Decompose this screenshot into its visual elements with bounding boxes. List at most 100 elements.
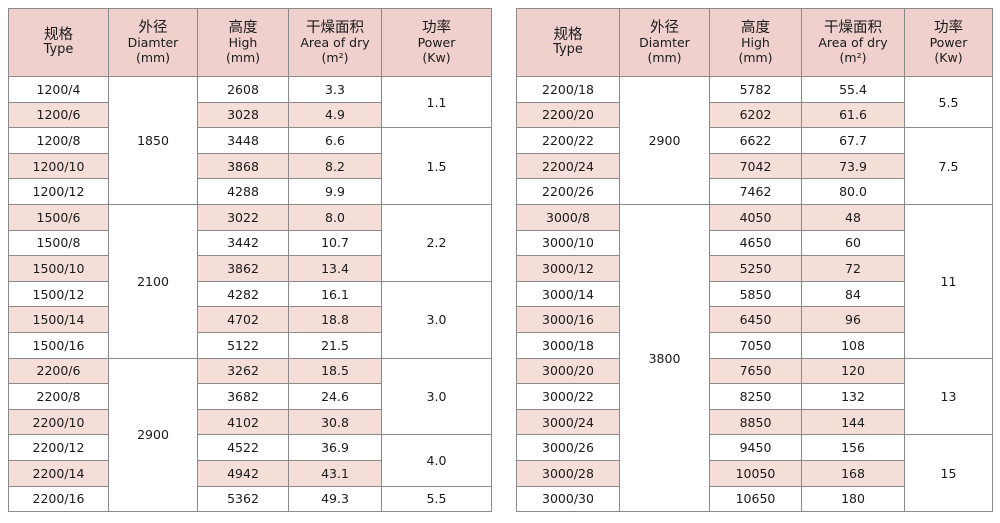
high-cell: 3262 — [197, 357, 289, 385]
power-cell: 15 — [904, 434, 993, 513]
diameter-cell: 1850 — [108, 76, 198, 205]
power-cell: 7.5 — [904, 127, 993, 205]
header-high: 高度 High (mm) — [197, 8, 289, 77]
table-row: 1200/4 1850 2608 3.3 1.1 — [8, 75, 492, 205]
table-row: 2200/16 5362 49.3 5.5 — [8, 485, 492, 513]
header-diameter: 外径 Diamter (mm) — [619, 8, 710, 77]
header-area: 干燥面积 Area of dry (m²) — [288, 8, 382, 77]
high-cell: 3682 — [197, 383, 289, 410]
area-cell: 48 — [801, 203, 905, 231]
header-type: 规格 Type — [8, 8, 109, 77]
diameter-cell: 2100 — [108, 203, 198, 359]
type-cell: 1500/12 — [8, 280, 109, 308]
area-cell: 8.0 — [288, 203, 382, 231]
table-row: 2200/10 4102 30.8 — [8, 408, 492, 436]
type-cell: 1500/8 — [8, 229, 109, 257]
area-cell: 30.8 — [288, 408, 382, 436]
table-row: 1500/10 3862 13.4 — [8, 255, 492, 282]
area-cell: 55.4 — [801, 76, 905, 103]
high-cell: 6202 — [709, 101, 802, 129]
power-cell: 4.0 — [381, 434, 492, 487]
type-cell: 1200/6 — [8, 101, 109, 129]
table-row: 1200/8 3448 6.6 1.5 — [8, 127, 492, 205]
type-cell: 3000/16 — [516, 306, 620, 333]
high-cell: 3442 — [197, 229, 289, 257]
high-cell: 10650 — [709, 485, 802, 513]
area-cell: 16.1 — [288, 280, 382, 308]
type-cell: 1200/4 — [8, 76, 109, 103]
area-cell: 36.9 — [288, 434, 382, 461]
power-cell: 2.2 — [381, 203, 492, 282]
table-row: 3000/16 6450 96 — [516, 306, 993, 333]
table-row: 3000/10 4650 60 — [516, 229, 993, 257]
high-cell: 9450 — [709, 434, 802, 461]
area-cell: 61.6 — [801, 101, 905, 129]
high-cell: 5362 — [197, 485, 289, 513]
type-cell: 3000/28 — [516, 459, 620, 487]
table-body: 1200/4 1850 2608 3.3 1.1 1200/6 3028 4.9 1200/8 3… — [8, 75, 492, 513]
area-cell: 67.7 — [801, 127, 905, 154]
header-diameter: 外径 Diamter (mm) — [108, 8, 198, 77]
type-cell: 3000/8 — [516, 203, 620, 231]
table-row: 1200/6 3028 4.9 — [8, 101, 492, 129]
table-row: 2200/8 3682 24.6 — [8, 383, 492, 410]
type-cell: 1500/16 — [8, 331, 109, 359]
type-cell: 3000/10 — [516, 229, 620, 257]
type-cell: 2200/18 — [516, 76, 620, 103]
high-cell: 3022 — [197, 203, 289, 231]
area-cell: 180 — [801, 485, 905, 513]
type-cell: 3000/24 — [516, 408, 620, 436]
type-cell: 2200/8 — [8, 383, 109, 410]
high-cell: 6622 — [709, 127, 802, 154]
power-cell: 1.1 — [381, 75, 492, 129]
high-cell: 4702 — [197, 306, 289, 333]
high-cell: 3868 — [197, 152, 289, 180]
type-cell: 3000/18 — [516, 331, 620, 359]
area-cell: 43.1 — [288, 459, 382, 487]
table-row: 3000/26 9450 156 15 — [516, 434, 993, 513]
type-cell: 2200/26 — [516, 178, 620, 205]
table-row: 1200/10 3868 8.2 — [8, 152, 492, 180]
area-cell: 156 — [801, 434, 905, 461]
area-cell: 21.5 — [288, 331, 382, 359]
high-cell: 4102 — [197, 408, 289, 436]
type-cell: 3000/14 — [516, 280, 620, 308]
type-cell: 3000/12 — [516, 255, 620, 282]
table-row: 3000/22 8250 132 — [516, 383, 993, 410]
table-row: 3000/28 10050 168 — [516, 459, 993, 487]
type-cell: 1200/8 — [8, 127, 109, 154]
high-cell: 4282 — [197, 280, 289, 308]
high-cell: 6450 — [709, 306, 802, 333]
type-cell: 2200/16 — [8, 485, 109, 513]
type-cell: 2200/14 — [8, 459, 109, 487]
type-cell: 1500/10 — [8, 255, 109, 282]
area-cell: 24.6 — [288, 383, 382, 410]
table-row: 1500/16 5122 21.5 — [8, 331, 492, 359]
type-cell: 1200/10 — [8, 152, 109, 180]
area-cell: 9.9 — [288, 178, 382, 205]
table-row: 3000/8 3800 4050 48 11 — [516, 203, 993, 513]
type-cell: 2200/22 — [516, 127, 620, 154]
power-cell: 11 — [904, 203, 993, 359]
high-cell: 4942 — [197, 459, 289, 487]
area-cell: 8.2 — [288, 152, 382, 180]
area-cell: 18.8 — [288, 306, 382, 333]
type-cell: 2200/6 — [8, 357, 109, 385]
high-cell: 3448 — [197, 127, 289, 154]
high-cell: 5250 — [709, 255, 802, 282]
type-cell: 3000/20 — [516, 357, 620, 385]
power-cell: 1.5 — [381, 127, 492, 205]
high-cell: 4522 — [197, 434, 289, 461]
area-cell: 132 — [801, 383, 905, 410]
table-row: 3000/18 7050 108 — [516, 331, 993, 359]
area-cell: 168 — [801, 459, 905, 487]
area-cell: 84 — [801, 280, 905, 308]
table-row: 1500/6 2100 3022 8.0 2.2 — [8, 203, 492, 359]
high-cell: 7042 — [709, 152, 802, 180]
area-cell: 72 — [801, 255, 905, 282]
type-cell: 3000/30 — [516, 485, 620, 513]
header-power: 功率 Power (Kw) — [381, 8, 492, 77]
high-cell: 10050 — [709, 459, 802, 487]
power-cell: 3.0 — [381, 357, 492, 436]
area-cell: 3.3 — [288, 76, 382, 103]
